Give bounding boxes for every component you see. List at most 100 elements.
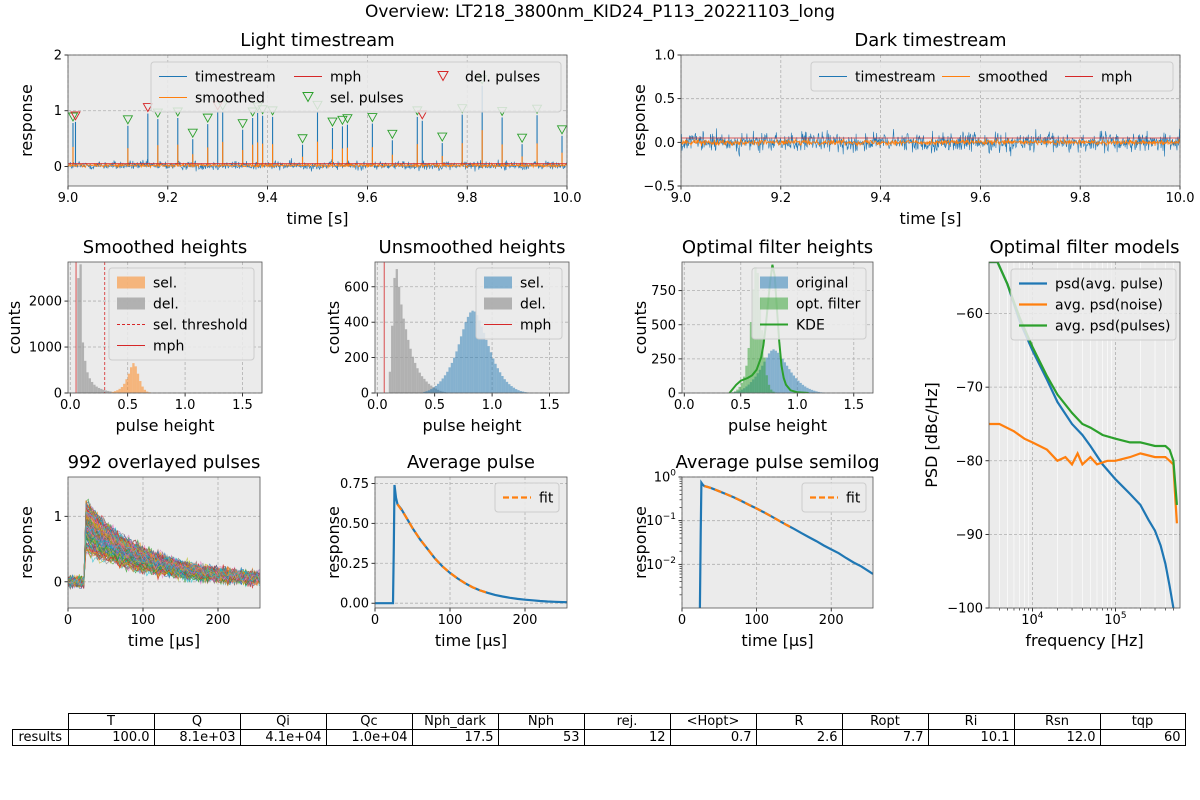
y-tick-label: 0.25: [340, 557, 369, 572]
y-tick-label: 1: [54, 104, 62, 119]
hist-bar-sel: [485, 339, 488, 393]
sel-pulse-marker: [387, 129, 398, 140]
hist-bar-original: [810, 389, 814, 393]
legend-box: [1010, 268, 1177, 341]
hist-bar-del: [397, 286, 401, 393]
plot-frame: [681, 476, 874, 609]
y-axis-label: counts: [324, 301, 343, 354]
y-tick-exponent: 0: [670, 469, 676, 479]
hist-bar-original: [817, 391, 820, 393]
hist-bar-del: [104, 390, 108, 393]
hist-bar-sel: [510, 386, 513, 393]
hist-bar-sel: [143, 389, 147, 393]
hist-bar-del: [95, 386, 98, 393]
hist-bar-sel: [134, 366, 137, 393]
plot-frame: [680, 54, 1181, 187]
chart-panel-psd: 104 105 −100 −90 −80 −70 −60 Optimal filter mod…: [922, 237, 1181, 650]
hist-bar-del: [97, 387, 101, 393]
x-tick-label: 1.5: [843, 398, 864, 413]
hist-bar-sel: [473, 311, 477, 393]
hist-bar-original: [792, 375, 796, 393]
hist-bar-sel: [512, 387, 516, 393]
chart-panel-smoothed_heights: 0.0 0.5 1.0 1.5 0 1000 2000 Smoothed heights pul…: [5, 237, 263, 435]
legend-label: timestream: [195, 70, 276, 86]
x-tick-label: 9.8: [457, 191, 478, 206]
results-table: T Q Qi Qc Nph_dark Nph rej. <Hopt> R Rop…: [12, 713, 1186, 746]
legend-label: fit: [846, 491, 861, 507]
plot-frame: [374, 476, 568, 609]
hist-bar-optfilter: [758, 297, 762, 393]
pulse-trace: [68, 525, 260, 586]
pulse-trace: [68, 514, 260, 589]
hist-bar-sel: [478, 320, 481, 393]
y-tick-label: 0: [54, 160, 62, 175]
x-tick-label: 10.0: [553, 191, 582, 206]
x-tick-label: 1.5: [539, 398, 560, 413]
y-axis-label: response: [324, 506, 343, 579]
hist-bar-original: [783, 362, 786, 393]
hist-bar-del: [393, 277, 396, 393]
hist-bar-original: [813, 390, 816, 393]
y-tick-label: −70: [956, 381, 983, 396]
hist-bar-optfilter: [747, 347, 750, 393]
plot-frame: [67, 261, 263, 394]
smoothed-line: [681, 138, 1180, 148]
y-tick-label: 100: [654, 469, 677, 486]
results-corner-cell: [13, 714, 69, 730]
legend: timestream mph del. pulses smoothed sel. pul…: [150, 61, 562, 113]
hist-bar-del: [423, 378, 426, 393]
legend-box: [810, 61, 1174, 92]
x-axis-label: pulse height: [422, 416, 521, 435]
legend: sel. del. sel. threshold mph: [108, 267, 255, 361]
y-tick-label: −90: [956, 528, 983, 543]
hist-bar-original: [790, 372, 793, 393]
fit-line: [396, 503, 487, 594]
x-axis-label: pulse height: [728, 416, 827, 435]
legend-label: smoothed: [978, 70, 1048, 86]
hist-bar-sel: [517, 390, 520, 393]
plot-content: [375, 484, 567, 605]
pulse-trace: [68, 526, 260, 586]
psd-line: [989, 422, 1178, 524]
plot-content: [681, 128, 1180, 157]
hist-bar-sel: [501, 376, 504, 393]
hist-bar-sel: [476, 315, 479, 393]
hist-bar-original: [785, 365, 789, 393]
x-tick-label: 0: [64, 613, 72, 628]
plot-frame: [988, 261, 1181, 609]
y-tick-label: 0: [54, 575, 62, 590]
hist-bar-del: [102, 389, 105, 393]
hist-bar-sel: [521, 391, 525, 393]
hist-bar-del: [402, 318, 405, 393]
y-tick-label: 400: [344, 316, 369, 331]
y-axis-label: response: [17, 506, 36, 579]
results-value-row: results 100.0 8.1e+03 4.1e+04 1.0e+04 17…: [12, 729, 1186, 746]
hist-bar-sel: [498, 372, 502, 393]
legend: original opt. filter KDE: [751, 267, 867, 340]
hist-bar-sel: [489, 352, 493, 393]
legend-label: sel. threshold: [153, 318, 248, 334]
x-tick-label: 9.4: [257, 191, 278, 206]
hist-bar-sel: [508, 384, 511, 393]
sel-pulse-marker: [297, 134, 308, 144]
table-cell: 10.1: [927, 729, 1015, 746]
table-cell: 4.1e+04: [239, 729, 327, 746]
table-cell: 0.7: [669, 729, 757, 746]
col-header: rej.: [583, 713, 671, 730]
hist-bar-optfilter: [761, 330, 764, 393]
hist-bar-del: [395, 269, 398, 393]
hist-bar-del: [109, 391, 112, 393]
hist-bar-sel: [503, 379, 506, 393]
hist-bar-optfilter: [740, 382, 744, 393]
pulse-trace: [68, 514, 260, 585]
pulse-trace: [68, 532, 260, 586]
x-tick-exponent: 5: [1121, 611, 1127, 621]
hist-bar-optfilter: [738, 386, 741, 393]
legend: psd(avg. pulse) avg. psd(noise) avg. psd(p…: [1010, 268, 1177, 341]
x-tick-label: 0: [371, 613, 379, 628]
sel-pulse-marker: [68, 112, 79, 122]
hist-bar-del: [409, 348, 412, 393]
y-tick-label: 0: [361, 387, 369, 402]
plot-content: [68, 498, 260, 590]
y-tick-label: −80: [956, 454, 983, 469]
